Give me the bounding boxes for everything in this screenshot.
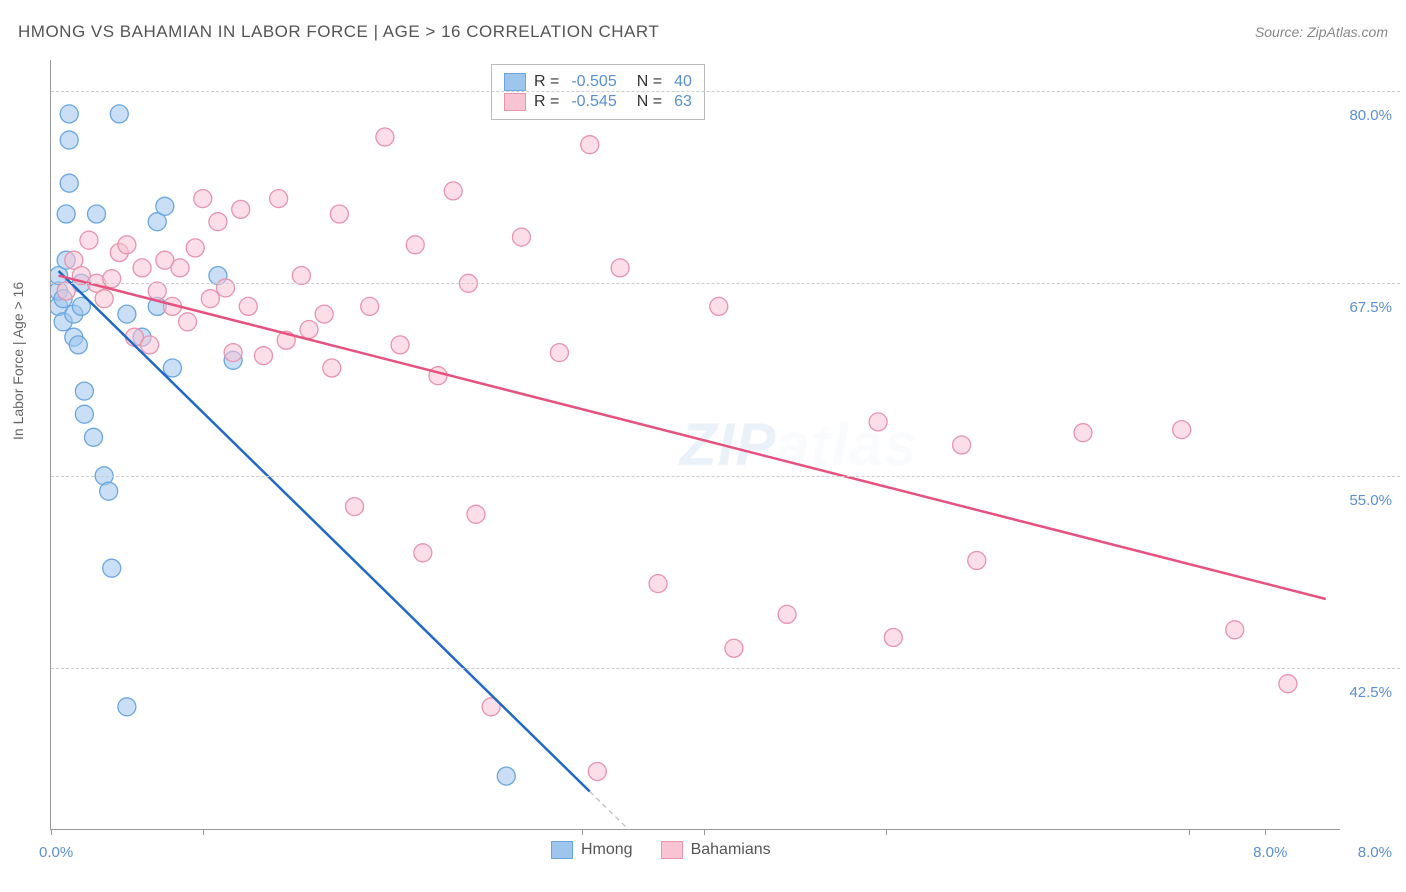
swatch-bahamians <box>504 93 526 111</box>
x-tick-label: 0.0% <box>39 844 73 861</box>
x-tick-label: 8.0% <box>1253 844 1287 861</box>
x-tick <box>704 829 705 835</box>
n-value-hmong: 40 <box>674 73 692 91</box>
chart-plot-area: R = -0.505 N = 40 R = -0.545 N = 63 Hmon… <box>50 60 1340 830</box>
source-attribution: Source: ZipAtlas.com <box>1255 24 1388 40</box>
legend-item-bahamians: Bahamians <box>661 841 771 859</box>
x-tick <box>203 829 204 835</box>
swatch-hmong <box>504 73 526 91</box>
x-tick-label: 8.0% <box>1358 844 1392 861</box>
x-tick <box>1189 829 1190 835</box>
grid-line <box>51 668 1400 669</box>
grid-line <box>51 283 1400 284</box>
series-legend: Hmong Bahamians <box>551 841 771 859</box>
chart-header: HMONG VS BAHAMIAN IN LABOR FORCE | AGE >… <box>18 22 1388 42</box>
swatch-bahamians-icon <box>661 841 683 859</box>
y-axis-label: In Labor Force | Age > 16 <box>10 282 26 440</box>
grid-line <box>51 476 1400 477</box>
x-tick <box>886 829 887 835</box>
legend-item-hmong: Hmong <box>551 841 633 859</box>
y-tick-label: 67.5% <box>1349 299 1392 316</box>
x-tick <box>1265 829 1266 835</box>
legend-row-hmong: R = -0.505 N = 40 <box>504 73 692 91</box>
r-value-hmong: -0.505 <box>571 73 616 91</box>
r-value-bahamians: -0.545 <box>571 93 616 111</box>
scatter-svg <box>51 60 1401 830</box>
y-tick-label: 80.0% <box>1349 107 1392 124</box>
correlation-legend: R = -0.505 N = 40 R = -0.545 N = 63 <box>491 64 705 120</box>
x-tick <box>51 829 52 835</box>
chart-title: HMONG VS BAHAMIAN IN LABOR FORCE | AGE >… <box>18 22 659 42</box>
swatch-hmong-icon <box>551 841 573 859</box>
n-value-bahamians: 63 <box>674 93 692 111</box>
y-tick-label: 55.0% <box>1349 492 1392 509</box>
grid-line <box>51 91 1400 92</box>
x-tick <box>582 829 583 835</box>
legend-row-bahamians: R = -0.545 N = 63 <box>504 93 692 111</box>
y-tick-label: 42.5% <box>1349 684 1392 701</box>
